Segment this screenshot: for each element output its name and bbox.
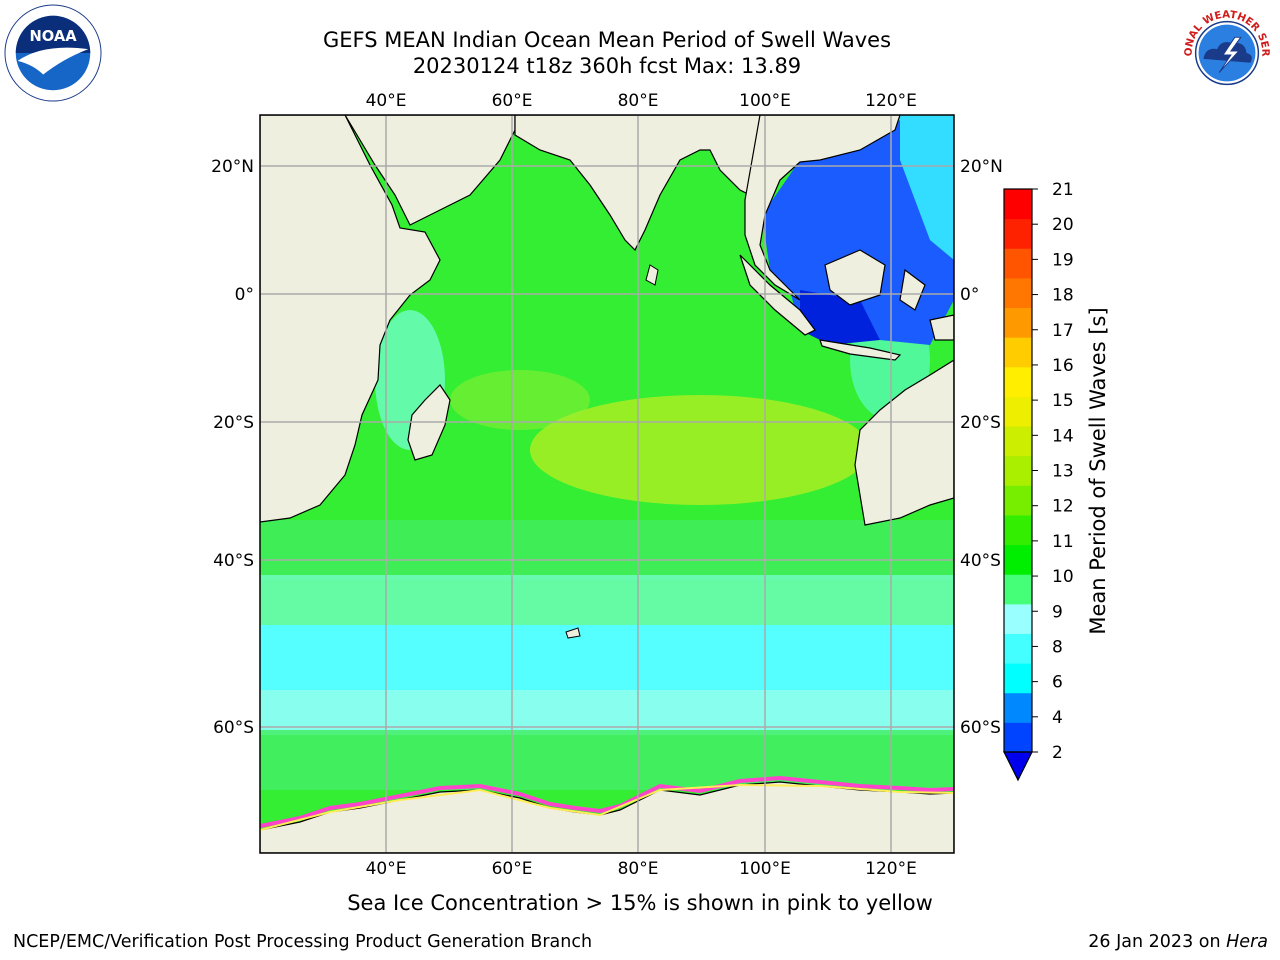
lon-label-top: 100°E	[739, 91, 791, 111]
colorbar-tick-label: 4	[1052, 708, 1063, 728]
colorbar-segment	[1004, 574, 1032, 605]
colorbar-segment	[1004, 514, 1032, 546]
colorbar-tick-label: 2	[1052, 743, 1063, 763]
colorbar-tick-label: 21	[1052, 180, 1074, 200]
lat-label-left: 20°S	[213, 413, 254, 433]
colorbar-segment	[1004, 396, 1032, 427]
period-high-region	[450, 370, 590, 430]
colorbar-segment	[1004, 692, 1032, 723]
colorbar-tick-label: 11	[1052, 532, 1074, 552]
colorbar-tick-label: 13	[1052, 462, 1074, 482]
land-borneo	[824, 249, 886, 306]
sea-ice-edge-yellow	[260, 783, 954, 831]
period-low-pacific-edge	[900, 115, 954, 260]
colorbar-tick-label: 6	[1052, 673, 1063, 693]
colorbar-tick-label: 14	[1052, 426, 1074, 446]
noaa-logo: NOAA	[4, 4, 102, 102]
lat-label-left: 0°	[235, 285, 254, 305]
caption: Sea Ice Concentration > 15% is shown in …	[347, 891, 933, 915]
colorbar-segment	[1004, 218, 1032, 249]
footer-host: Hera	[1226, 932, 1268, 952]
land-new-guinea	[929, 314, 954, 341]
colorbar-segment	[1004, 722, 1032, 753]
land-indochina	[744, 115, 901, 301]
map-frame	[259, 114, 955, 854]
lat-label-right: 20°N	[960, 157, 1003, 177]
land-sri-lanka	[645, 264, 659, 286]
gridlines	[260, 115, 954, 853]
colorbar-tick-label: 19	[1052, 250, 1074, 270]
land-sumatra	[739, 254, 816, 336]
colorbar-segment	[1004, 189, 1032, 220]
lon-label-bottom: 100°E	[739, 859, 791, 879]
colorbar-tick-label: 16	[1052, 356, 1074, 376]
lat-label-right: 40°S	[960, 551, 1001, 571]
land-kerguelen	[565, 627, 581, 639]
lon-label-top: 80°E	[618, 91, 659, 111]
colorbar-segment	[1004, 544, 1032, 575]
period-band-9s-south	[260, 730, 954, 790]
lat-label-right: 0°	[960, 285, 979, 305]
colorbar-segment	[1004, 366, 1032, 397]
colorbar-segment	[1004, 337, 1032, 368]
nws-logo: NATIONAL WEATHER SERVICE	[1178, 4, 1275, 101]
colorbar-segment	[1004, 426, 1032, 457]
lat-label-left: 20°N	[211, 157, 254, 177]
land-africa	[260, 115, 441, 523]
lat-label-right: 60°S	[960, 718, 1001, 738]
lat-label-left: 60°S	[213, 718, 254, 738]
colorbar: 2 4 6 8 9 10 11 12 13 14 15 16 17 18 19 20 21	[1003, 180, 1074, 782]
map-area	[260, 115, 954, 853]
footer-credit: NCEP/EMC/Verification Post Processing Pr…	[13, 932, 593, 952]
colorbar-tick-label: 18	[1052, 286, 1074, 306]
colorbar-segment	[1004, 277, 1032, 309]
colorbar-segment	[1004, 603, 1032, 634]
colorbar-segment	[1004, 663, 1032, 694]
lon-label-top: 60°E	[492, 91, 533, 111]
colorbar-tick-label: 20	[1052, 215, 1074, 235]
colorbar-segment	[1004, 307, 1032, 338]
footer-date: 26 Jan 2023 on	[1088, 932, 1227, 952]
colorbar-segment	[1004, 248, 1032, 279]
colorbar-segment	[1004, 485, 1032, 516]
chart-title: GEFS MEAN Indian Ocean Mean Period of Sw…	[322, 28, 892, 52]
lon-label-bottom: 60°E	[492, 859, 533, 879]
noaa-logo-text: NOAA	[29, 28, 77, 45]
lon-label-bottom: 120°E	[865, 859, 917, 879]
footer-timestamp: 26 Jan 2023 on Hera	[1088, 932, 1268, 952]
lon-label-bottom: 80°E	[618, 859, 659, 879]
period-band-9s	[260, 520, 954, 580]
colorbar-tick-label: 12	[1052, 497, 1074, 517]
colorbar-tick-label: 17	[1052, 321, 1074, 341]
lat-label-right: 20°S	[960, 413, 1001, 433]
sea-ice-edge	[260, 775, 954, 828]
colorbar-tick-label: 9	[1052, 602, 1063, 622]
colorbar-title: Mean Period of Swell Waves [s]	[1086, 307, 1110, 634]
colorbar-tick-label: 8	[1052, 637, 1063, 657]
lon-label-top: 40°E	[366, 91, 407, 111]
colorbar-extend-arrow	[1003, 751, 1033, 782]
lon-label-bottom: 40°E	[366, 859, 407, 879]
land-australia	[854, 359, 954, 526]
land-sulawesi	[899, 268, 926, 311]
colorbar-segment	[1004, 455, 1032, 486]
chart-subtitle: 20230124 t18z 360h fcst Max: 13.89	[412, 54, 802, 78]
lat-label-left: 40°S	[213, 551, 254, 571]
period-lowest-java-sea	[800, 290, 880, 345]
land-java	[819, 339, 902, 361]
period-band-8s-south	[260, 690, 954, 735]
colorbar-tick-label: 10	[1052, 567, 1074, 587]
colorbar-tick-label: 15	[1052, 391, 1074, 411]
colorbar-segment	[1004, 633, 1032, 664]
lon-label-top: 120°E	[865, 91, 917, 111]
period-band-8s	[260, 575, 954, 630]
